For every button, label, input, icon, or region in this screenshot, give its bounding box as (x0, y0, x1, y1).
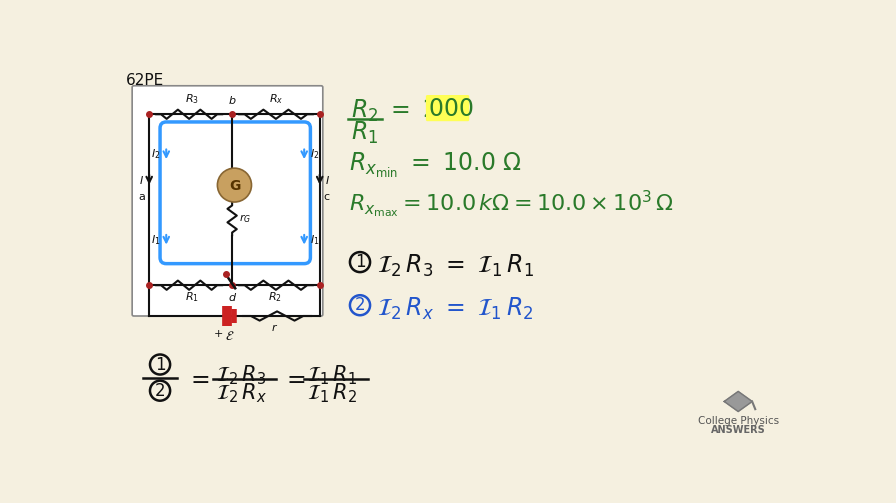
Text: a: a (139, 193, 145, 202)
Text: $\mathcal{I}_2\,R_x \ = \ \mathcal{I}_1\,R_2$: $\mathcal{I}_2\,R_x \ = \ \mathcal{I}_1\… (377, 296, 533, 322)
FancyBboxPatch shape (426, 95, 470, 121)
Text: 2: 2 (355, 296, 366, 314)
Text: $R_x$: $R_x$ (269, 92, 283, 106)
FancyBboxPatch shape (132, 86, 323, 316)
Text: $r_G$: $r_G$ (239, 213, 251, 225)
Text: ANSWERS: ANSWERS (711, 426, 765, 435)
Text: $b$: $b$ (228, 94, 237, 106)
Text: $\mathcal{E}$: $\mathcal{E}$ (225, 330, 235, 343)
Text: 2: 2 (155, 382, 166, 400)
Text: $\mathcal{I}_2\,R_3 \ = \ \mathcal{I}_1\,R_1$: $\mathcal{I}_2\,R_3 \ = \ \mathcal{I}_1\… (377, 253, 534, 279)
Text: $+$: $+$ (212, 328, 223, 340)
Text: $I_1$: $I_1$ (151, 233, 160, 246)
Text: $000$: $000$ (428, 97, 474, 121)
Text: $I$: $I$ (325, 174, 330, 186)
Text: c: c (323, 193, 330, 202)
Text: $R_{x_{\max}} = 10.0\,k\Omega = 10.0 \times 10^3\,\Omega$: $R_{x_{\max}} = 10.0\,k\Omega = 10.0 \ti… (349, 188, 674, 219)
Text: College Physics: College Physics (698, 416, 779, 426)
Text: $= \ 2,$: $= \ 2,$ (385, 97, 444, 122)
Text: $=$: $=$ (282, 366, 306, 390)
Text: $I_2$: $I_2$ (310, 147, 320, 161)
Text: $R_3$: $R_3$ (185, 92, 199, 106)
Text: $R_{x_{\min}} \ = \ 10.0 \ \Omega$: $R_{x_{\min}} \ = \ 10.0 \ \Omega$ (349, 151, 522, 181)
Text: 62PE: 62PE (126, 72, 164, 88)
Text: $=$: $=$ (186, 366, 211, 390)
Text: $r$: $r$ (271, 322, 279, 333)
Text: 1: 1 (355, 253, 366, 271)
Text: 1: 1 (155, 356, 166, 374)
Text: $R_2$: $R_2$ (268, 291, 281, 304)
Text: $\mathcal{I}_1\,R_2$: $\mathcal{I}_1\,R_2$ (307, 381, 358, 405)
Text: $\mathcal{I}_2\,R_x$: $\mathcal{I}_2\,R_x$ (216, 381, 267, 405)
Text: $I_2$: $I_2$ (151, 147, 160, 161)
Polygon shape (724, 391, 752, 411)
Text: $R_1$: $R_1$ (350, 120, 378, 146)
Text: $d$: $d$ (228, 291, 237, 303)
Text: $I$: $I$ (139, 174, 143, 186)
Text: $R_2$: $R_2$ (350, 97, 378, 124)
Text: G: G (228, 179, 240, 193)
Circle shape (218, 168, 252, 202)
Text: $I_1$: $I_1$ (310, 233, 320, 246)
Text: $\mathcal{I}_2\,R_3$: $\mathcal{I}_2\,R_3$ (216, 364, 266, 387)
Text: $R_1$: $R_1$ (185, 291, 199, 304)
Text: $\mathcal{I}_1\,R_1$: $\mathcal{I}_1\,R_1$ (307, 364, 358, 387)
